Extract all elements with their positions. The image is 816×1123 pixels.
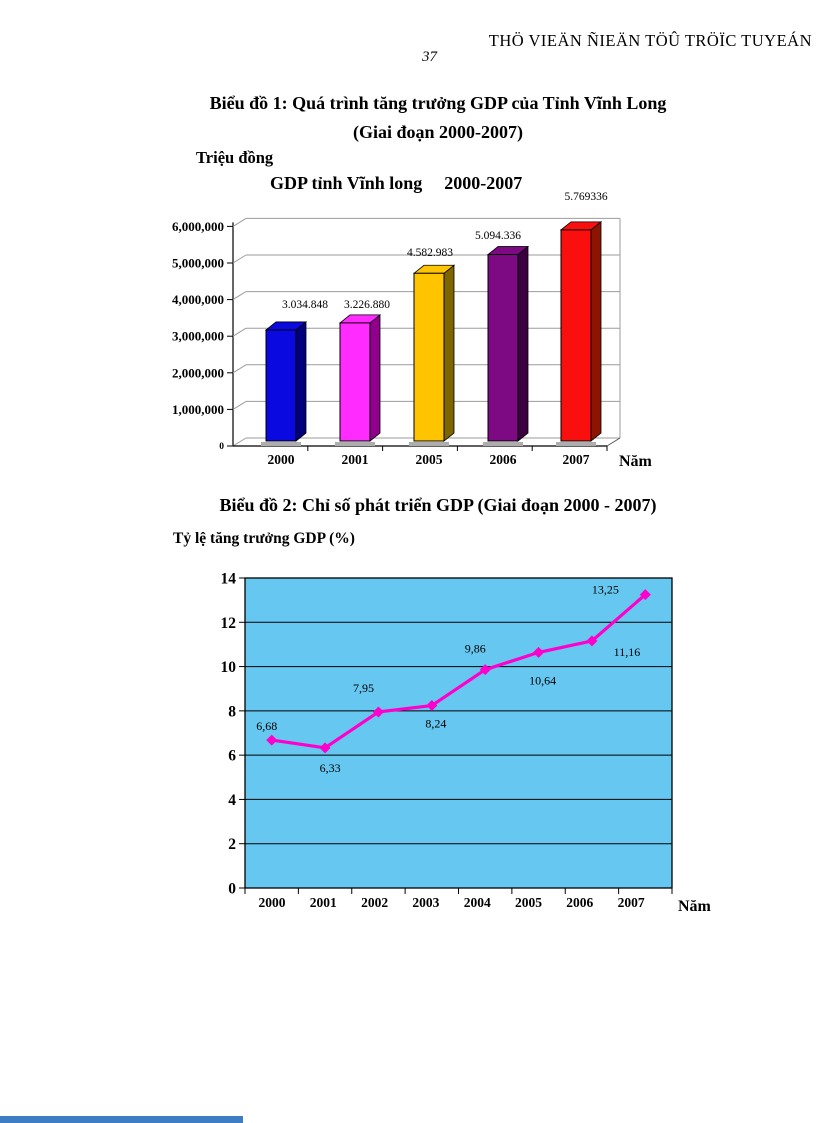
bar-y-tick-label: 6,000,000 — [172, 219, 224, 234]
chart1-inner-title-text: GDP tỉnh Vĩnh long — [270, 173, 423, 193]
bar-grid-diagonal — [232, 400, 247, 410]
bar-grid-diagonal — [232, 437, 247, 447]
chart1-title: Biểu đồ 1: Quá trình tăng trưởng GDP của… — [209, 93, 667, 113]
gdp-growth-line — [271, 593, 647, 750]
line-plot-area — [245, 578, 672, 888]
bar-front-face — [339, 322, 371, 442]
bar-front-face — [560, 229, 592, 442]
bar-front-face — [487, 254, 519, 442]
bar-shadow — [556, 442, 596, 446]
data-point-2003 — [426, 700, 438, 712]
line-x-tick-label: 2000 — [259, 895, 286, 910]
bar-2000 — [261, 321, 308, 446]
bar-grid-diagonal — [232, 291, 247, 301]
line-y-tick-label: 8 — [228, 703, 236, 720]
line-x-tick-label: 2001 — [310, 895, 337, 910]
gdp-growth-line-chart: 0 2 4 6 8 10 12 14 2000 2001 2002 2003 2004 2005 2006 2… — [221, 571, 712, 916]
bar-y-tick-label: 0 — [219, 442, 224, 452]
line-value-label: 6,33 — [320, 761, 341, 775]
data-point-2005 — [533, 646, 545, 658]
bar-y-tick-label: 3,000,000 — [172, 329, 224, 344]
line-value-label: 11,16 — [614, 645, 641, 659]
bar-2001 — [335, 314, 382, 446]
line-value-label: 6,68 — [256, 719, 277, 733]
chart1-y-unit-label: Triệu đồng — [196, 148, 274, 167]
bar-x-tick-label: 2000 — [268, 452, 295, 467]
line-y-tick-label: 0 — [228, 881, 236, 898]
line-x-tick-label: 2006 — [566, 895, 593, 910]
bar-front-face — [413, 272, 445, 442]
bar-x-tick-label: 2001 — [342, 452, 369, 467]
line-x-axis-title: Năm — [678, 898, 712, 915]
page-number: 37 — [422, 49, 437, 65]
bar-2006 — [483, 245, 530, 446]
line-x-tick-label: 2007 — [618, 895, 645, 910]
data-point-2006 — [586, 635, 598, 647]
line-plot-border — [244, 577, 673, 889]
bar-side-face — [590, 221, 602, 442]
bar-front-face — [265, 329, 297, 442]
bar-value-label: 5.094.336 — [475, 230, 521, 242]
line-y-tick-label: 12 — [221, 615, 237, 632]
line-x-tick-label: 2003 — [412, 895, 439, 910]
bar-floor-right-edge — [606, 437, 621, 447]
bar-grid-diagonal — [232, 364, 247, 374]
gdp-bar-chart: 0 1,000,000 2,000,000 3,000,000 4,000,000 5,0… — [172, 191, 653, 470]
bar-y-tick-label: 5,000,000 — [172, 256, 224, 271]
line-y-tick-label: 10 — [221, 659, 237, 676]
line-y-tick-label: 6 — [228, 748, 236, 765]
bar-side-face — [369, 314, 381, 442]
chart1-subtitle: (Giai đoạn 2000-2007) — [352, 122, 523, 142]
data-point-2002 — [372, 706, 384, 718]
line-value-label: 9,86 — [465, 642, 486, 656]
bar-value-label: 3.034.848 — [282, 299, 328, 311]
bar-2007 — [556, 221, 603, 446]
line-x-tick-label: 2004 — [464, 895, 491, 910]
bar-x-tick-label: 2005 — [416, 452, 443, 467]
bar-value-label: 4.582.983 — [407, 247, 453, 259]
data-point-2001 — [319, 742, 331, 754]
footer-accent-bar — [0, 1116, 243, 1123]
line-value-label: 10,64 — [529, 673, 556, 687]
chart1-inner-title: GDP tỉnh Vĩnh long 2000-2007 — [270, 173, 522, 194]
bar-shadow — [483, 442, 523, 446]
data-point-2007 — [639, 589, 651, 601]
bar-x-axis-title: Năm — [619, 453, 653, 470]
line-y-tick-label: 14 — [221, 571, 237, 588]
bar-grid-diagonal — [232, 327, 247, 337]
line-x-tick-label: 2002 — [361, 895, 388, 910]
bar-value-label: 3.226.880 — [344, 299, 390, 311]
chart2-title: Biểu đồ 2: Chỉ số phát triển GDP (Giai đ… — [219, 495, 657, 515]
bar-2005 — [409, 264, 456, 446]
bar-side-face — [443, 264, 455, 442]
line-value-label: 7,95 — [353, 681, 374, 695]
bar-y-tick-label: 4,000,000 — [172, 292, 224, 307]
bar-x-tick-label: 2006 — [490, 452, 517, 467]
line-x-tick-label: 2005 — [515, 895, 542, 910]
bar-shadow — [261, 442, 301, 446]
line-value-label: 8,24 — [425, 717, 446, 731]
bar-y-tick-label: 2,000,000 — [172, 365, 224, 380]
bar-grid-diagonal — [232, 254, 247, 264]
bar-side-face — [517, 245, 529, 442]
data-point-2000 — [266, 734, 278, 746]
line-value-label: 13,25 — [592, 583, 619, 597]
bar-x-tick-label: 2007 — [563, 452, 590, 467]
bar-y-tick-label: 1,000,000 — [172, 402, 224, 417]
bar-grid-diagonal — [232, 217, 247, 227]
bar-value-label: 5.769336 — [564, 191, 607, 203]
bar-side-face — [295, 321, 307, 442]
bar-shadow — [409, 442, 449, 446]
chart1-inner-title-period: 2000-2007 — [444, 173, 523, 193]
chart2-y-axis-label: Tỷ lệ tăng trưởng GDP (%) — [173, 530, 355, 547]
bar-shadow — [335, 442, 375, 446]
page-header-title: THÖ VIEÄN ÑIEÄN TÖÛ TRÖÏC TUYEÁN — [488, 31, 812, 50]
data-point-2004 — [479, 664, 491, 676]
line-y-tick-label: 4 — [228, 792, 236, 809]
line-y-tick-label: 2 — [228, 836, 236, 853]
